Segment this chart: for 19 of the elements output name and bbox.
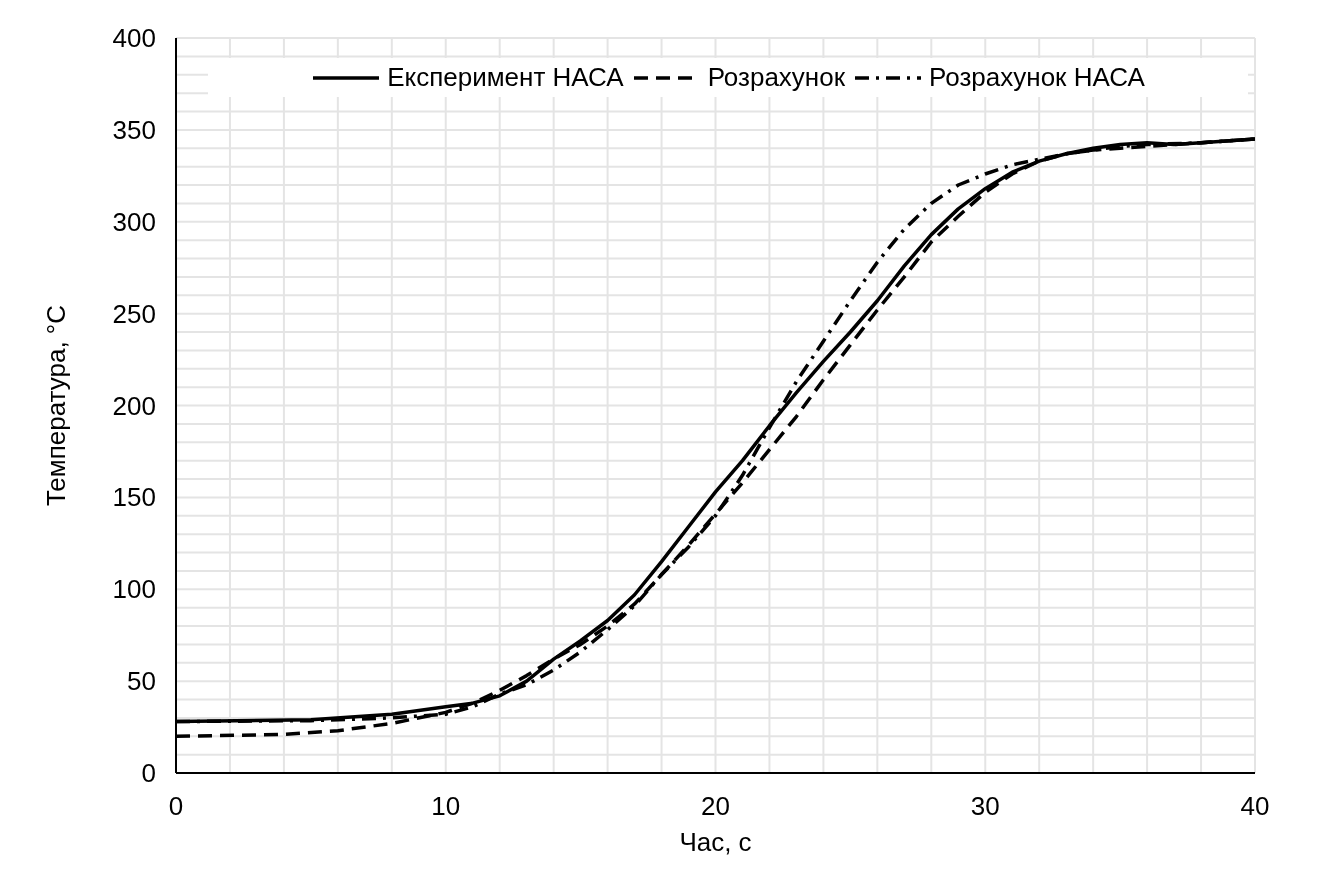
x-tick-label: 10 — [431, 791, 461, 821]
y-axis-title: Температура, °С — [41, 304, 72, 507]
x-tick-label: 40 — [1240, 791, 1270, 821]
y-tick-label: 400 — [112, 23, 156, 53]
x-axis-title: Час, с — [679, 827, 752, 857]
y-tick-label: 150 — [112, 482, 156, 513]
y-tick-label: 350 — [112, 114, 156, 145]
y-tick-label: 250 — [112, 298, 156, 329]
legend-label: Розрахунок НАСА — [929, 62, 1145, 93]
legend-label: Розрахунок — [707, 62, 846, 93]
x-tick-label: 20 — [701, 791, 730, 821]
x-tick-label: 30 — [970, 791, 1000, 821]
y-tick-label: 100 — [112, 574, 156, 605]
y-tick-label: 300 — [112, 206, 156, 237]
y-tick-label: 200 — [112, 390, 156, 421]
legend-label: Експеримент НАСА — [387, 62, 624, 93]
y-tick-label: 0 — [141, 758, 156, 788]
x-tick-label: 0 — [168, 791, 184, 821]
y-tick-label: 50 — [127, 666, 156, 697]
